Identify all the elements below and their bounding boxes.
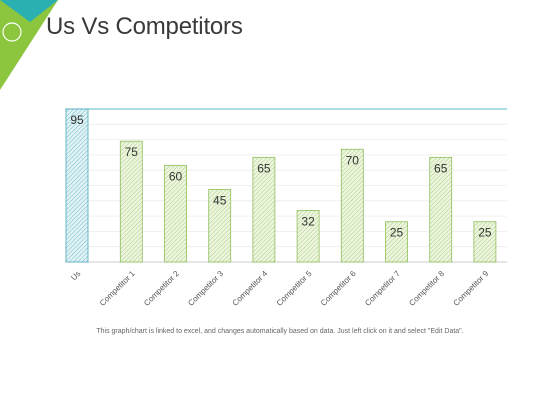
- data-label: 95: [70, 113, 84, 127]
- data-label: 60: [169, 169, 183, 183]
- category-label: Competitor 2: [142, 269, 181, 308]
- category-label: Competitor 9: [452, 269, 491, 308]
- category-label: Competitor 7: [363, 269, 402, 308]
- data-label: 65: [434, 161, 448, 175]
- bar-competitor-7: [385, 221, 408, 263]
- chart-category-labels: Us Competitor 1 Competitor 2 Competitor 3 Co…: [69, 269, 491, 308]
- bar-competitor-5: [296, 210, 320, 263]
- chart-data-labels: 95 75 60 45 65 32 70 25 65 25: [70, 113, 492, 240]
- corner-decoration: [0, 0, 58, 90]
- bar-competitor-8: [429, 156, 453, 263]
- category-label: Competitor 3: [186, 269, 225, 308]
- bar-competitor-6: [340, 148, 364, 263]
- footnote: This graph/chart is linked to excel, and…: [96, 328, 464, 335]
- data-label: 32: [301, 214, 315, 228]
- chart-bars: [65, 108, 497, 263]
- category-label: Competitor 1: [98, 269, 137, 308]
- data-label: 45: [213, 194, 227, 208]
- bar-competitor-3: [208, 189, 232, 263]
- bar-competitor-4: [252, 156, 276, 263]
- data-label: 25: [478, 226, 492, 240]
- data-label: 75: [125, 145, 139, 159]
- bar-competitor-1: [119, 140, 143, 263]
- category-label: Competitor 4: [231, 269, 270, 308]
- data-label: 25: [390, 226, 404, 240]
- bar-competitor-9: [473, 221, 497, 263]
- bar-competitor-2: [164, 164, 187, 263]
- data-label: 65: [257, 161, 271, 175]
- category-label: Competitor 6: [319, 269, 358, 308]
- bar-us: [65, 108, 89, 263]
- category-label: Competitor 5: [275, 269, 314, 308]
- data-label: 70: [346, 153, 360, 167]
- category-label: Us: [69, 269, 82, 282]
- category-label: Competitor 8: [407, 269, 446, 308]
- page-title: Us Vs Competitors: [46, 13, 243, 40]
